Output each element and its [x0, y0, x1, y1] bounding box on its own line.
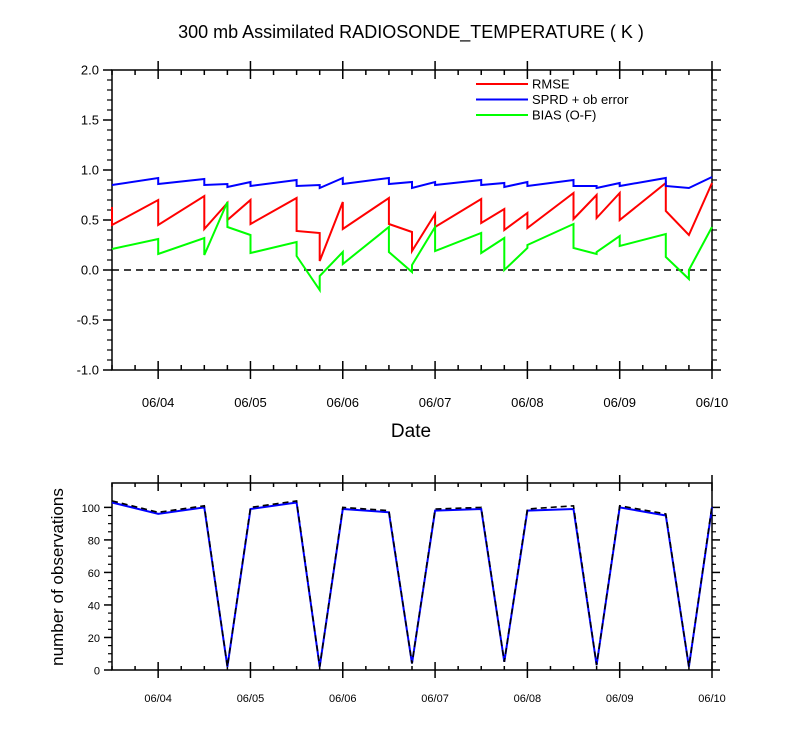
x-tick-label: 06/08 — [511, 395, 544, 410]
y-tick-label: 20 — [88, 633, 100, 645]
y-tick-label: -1.0 — [77, 363, 99, 378]
y-axis-label-observations: number of observations — [48, 488, 67, 666]
rmse-panel: 06/04 06/05 06/06 06/07 06/08 06/09 06/10 -1.0 -… — [77, 61, 729, 410]
y-tick-label: 40 — [88, 600, 100, 612]
x-tick-label: 06/05 — [234, 395, 267, 410]
observations-panel: 06/04 06/05 06/06 06/07 06/08 06/09 06/10 0 20 40… — [82, 475, 726, 705]
y-tick-label: 1.5 — [81, 113, 99, 128]
y-tick-label: 60 — [88, 568, 100, 580]
y-tick-label: 2.0 — [81, 63, 99, 78]
series-line-sprd-ob-error — [111, 176, 713, 190]
legend-entry: RMSE — [532, 77, 570, 92]
x-tick-label: 06/08 — [514, 693, 542, 705]
y-tick-label: 80 — [88, 535, 100, 547]
y-tick-label: 0 — [94, 666, 100, 678]
x-tick-label: 06/05 — [237, 693, 265, 705]
x-tick-label: 06/06 — [326, 395, 359, 410]
series-line-observations-possible — [111, 499, 713, 667]
x-tick-label: 06/10 — [698, 693, 726, 705]
x-tick-label: 06/07 — [419, 395, 452, 410]
x-tick-label: 06/09 — [606, 693, 634, 705]
x-tick-label: 06/10 — [696, 395, 729, 410]
x-tick-label: 06/09 — [603, 395, 636, 410]
series-line-bias-o-f — [111, 201, 713, 294]
x-tick-label: 06/07 — [421, 693, 449, 705]
legend-entry: BIAS (O-F) — [532, 108, 596, 123]
y-tick-label: 100 — [82, 503, 100, 515]
chart-title: 300 mb Assimilated RADIOSONDE_TEMPERATUR… — [178, 22, 644, 43]
x-axis-label: Date — [391, 421, 431, 442]
x-tick-label: 06/06 — [329, 693, 357, 705]
y-tick-label: 0.5 — [81, 213, 99, 228]
x-tick-label: 06/04 — [142, 395, 175, 410]
series-line-rmse — [111, 180, 713, 262]
plot-frame — [111, 69, 713, 371]
x-tick-label: 06/04 — [144, 693, 172, 705]
y-tick-label: 1.0 — [81, 163, 99, 178]
series-line-observations-used — [111, 501, 713, 667]
legend-entry: SPRD + ob error — [532, 92, 629, 107]
plot-frame — [111, 482, 713, 671]
y-tick-label: -0.5 — [77, 313, 99, 328]
y-tick-label: 0.0 — [81, 263, 99, 278]
